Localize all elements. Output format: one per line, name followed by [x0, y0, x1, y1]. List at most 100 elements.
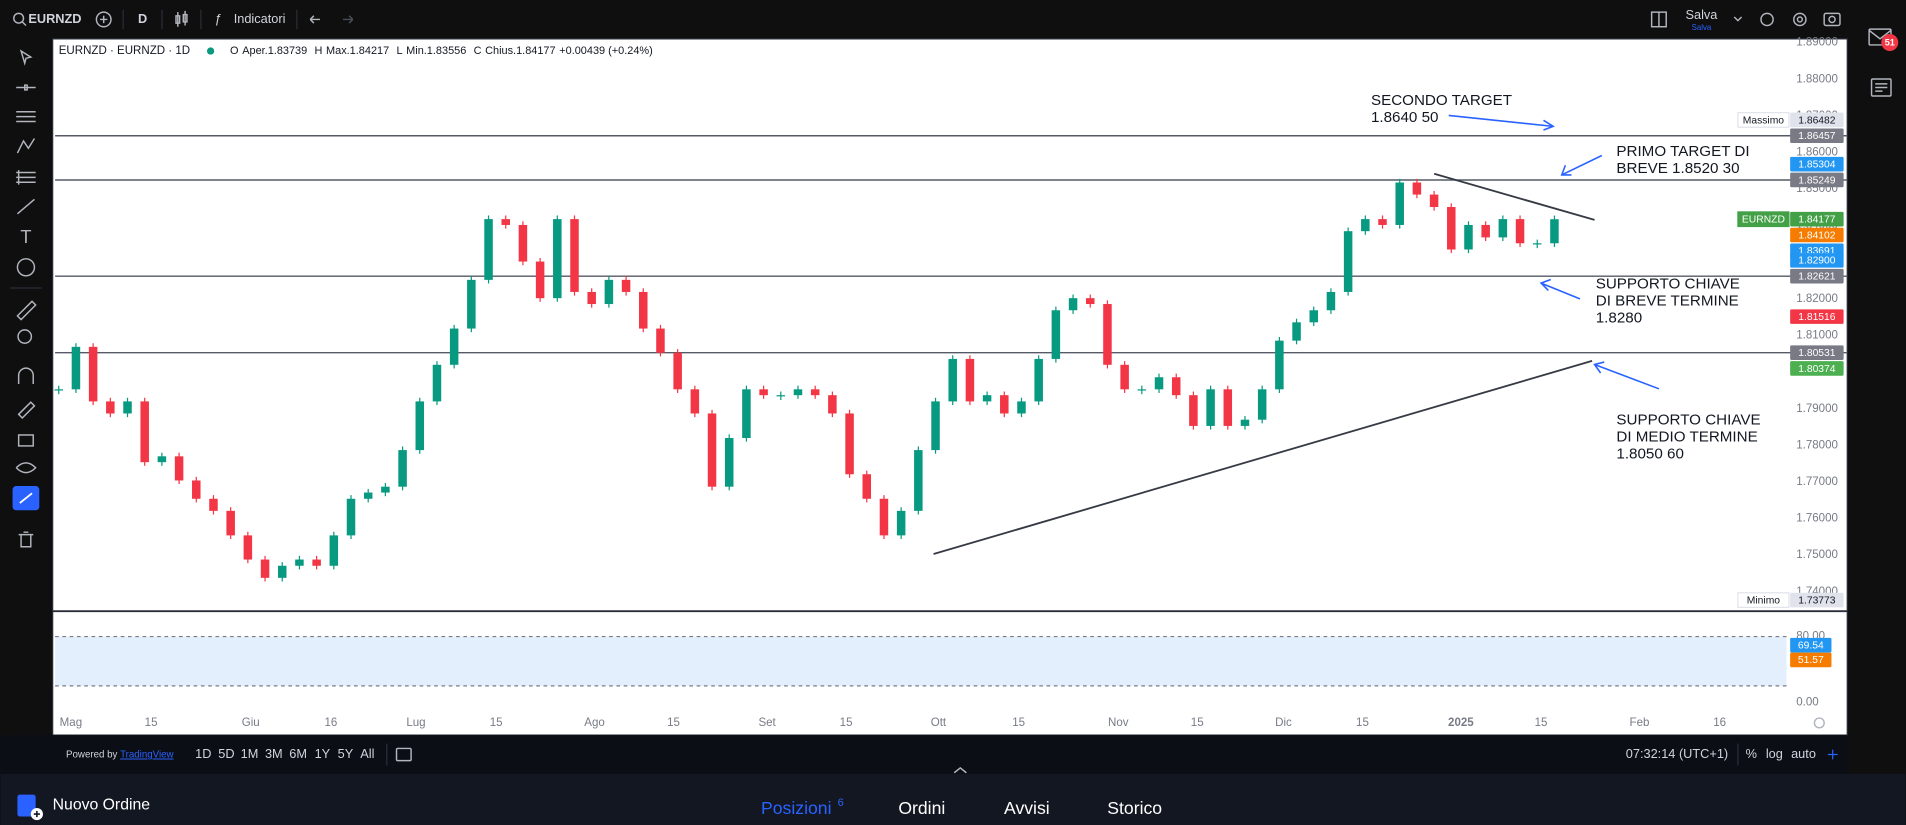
range-button[interactable]: 1D — [195, 746, 211, 761]
price-tag — [1790, 345, 1844, 360]
symbol[interactable]: EURNZD — [28, 11, 81, 26]
x-tick-label: 15 — [667, 717, 680, 729]
range-button[interactable]: 5Y — [338, 746, 354, 761]
chart-type-button[interactable] — [175, 10, 188, 27]
collapse-button[interactable] — [953, 766, 967, 774]
price-tag — [1790, 268, 1844, 284]
price-tag-label: 1.86482 — [1798, 115, 1836, 126]
tab-alerts[interactable]: Avvisi — [1004, 798, 1050, 818]
fib-tool[interactable] — [16, 170, 36, 185]
tab-positions-label[interactable]: Posizioni — [761, 798, 831, 818]
candle — [1000, 395, 1009, 414]
candle — [931, 401, 940, 451]
icon-tool[interactable] — [16, 258, 36, 277]
price-tag — [1790, 172, 1844, 188]
indicators-button[interactable]: Indicatori — [234, 11, 286, 26]
range-button[interactable]: 1Y — [315, 746, 331, 761]
range-button[interactable]: 1M — [241, 746, 259, 761]
annotation-text: DI BREVE TERMINE — [1596, 292, 1739, 309]
percent-scale[interactable]: % — [1746, 746, 1757, 761]
candle — [1068, 298, 1078, 311]
snapshot-button[interactable] — [1823, 12, 1841, 27]
price-tag-label: 1.73773 — [1798, 595, 1836, 606]
x-tick-label: 15 — [490, 717, 503, 729]
measure-tool[interactable] — [16, 300, 37, 321]
tab-history[interactable]: Storico — [1107, 798, 1162, 818]
chart-legend-ohlc: O Aper.1.83739 H Max.1.84217 L Min.1.83556 C Ch… — [230, 45, 653, 57]
search-icon[interactable] — [13, 12, 25, 24]
tradingview-link[interactable]: TradingView — [120, 749, 174, 760]
crosshair-tool[interactable] — [16, 84, 36, 91]
candle — [1361, 219, 1370, 232]
arrow — [1593, 361, 1660, 390]
axis-settings[interactable] — [1813, 717, 1825, 729]
interval[interactable]: D — [138, 11, 147, 26]
oscillator-tick-label: 0.00 — [1796, 696, 1818, 708]
pattern-tool[interactable] — [16, 138, 36, 154]
candle — [673, 352, 682, 390]
candle — [1223, 389, 1233, 426]
link-icon — [19, 492, 33, 504]
new-order-button[interactable]: Nuovo Ordine — [53, 797, 151, 814]
rsi-pane — [55, 635, 1787, 687]
undo-button[interactable] — [309, 15, 320, 24]
delete-tool[interactable] — [18, 531, 34, 548]
range-button[interactable]: 6M — [289, 746, 307, 761]
range-button[interactable]: 5D — [218, 746, 234, 761]
candle — [965, 358, 975, 402]
goto-date-button[interactable] — [395, 747, 412, 762]
candle — [845, 413, 854, 475]
brush-tool[interactable] — [16, 198, 35, 215]
range-button[interactable]: 3M — [265, 746, 283, 761]
x-tick-label: Ott — [931, 717, 947, 729]
candle — [587, 291, 596, 305]
drawing-toolbar: T — [10, 49, 42, 548]
x-tick-label: Dic — [1275, 717, 1292, 729]
price-tag — [1790, 128, 1844, 144]
auto-scale[interactable]: auto — [1791, 746, 1816, 761]
price-tag — [1790, 253, 1844, 268]
log-scale[interactable]: log — [1766, 746, 1783, 761]
x-tick-label: Ago — [584, 717, 605, 729]
save-button[interactable]: Salva — [1686, 7, 1719, 22]
crosshair-toggle[interactable] — [1827, 749, 1838, 760]
candle — [570, 219, 579, 292]
x-tick-label: Feb — [1630, 717, 1650, 729]
news-button[interactable] — [1870, 78, 1892, 97]
tab-orders[interactable]: Ordini — [898, 798, 945, 818]
y-tick-label: 1.82000 — [1796, 293, 1838, 305]
market-status — [206, 47, 215, 55]
oscillator-tag — [1790, 637, 1832, 653]
zoom-button[interactable] — [1760, 12, 1774, 27]
cursor-tool[interactable] — [19, 49, 33, 66]
redo-button[interactable] — [343, 15, 354, 24]
x-tick-label: 15 — [840, 717, 853, 729]
lock-tool[interactable] — [17, 434, 34, 447]
legend-key: C — [474, 45, 482, 57]
hide-tool[interactable] — [15, 462, 37, 474]
notification-count: 51 — [1885, 38, 1895, 48]
compare-plus — [100, 15, 108, 24]
y-tick-label: 1.88000 — [1796, 73, 1838, 85]
candle — [1292, 322, 1301, 341]
range-button[interactable]: All — [360, 746, 374, 761]
price-tag-label: 1.86457 — [1798, 131, 1836, 142]
candle — [1206, 389, 1215, 426]
zoom-tool[interactable] — [17, 329, 33, 344]
oscillator-tick-label: 80.00 — [1796, 631, 1825, 643]
compare-button[interactable] — [95, 11, 112, 28]
candle — [1343, 231, 1353, 292]
x-tick-label: 16 — [324, 717, 337, 729]
x-tick-label: 15 — [1191, 717, 1204, 729]
tab-positions[interactable]: Posizioni 6 — [761, 797, 844, 818]
x-tick-label: Mag — [60, 717, 82, 729]
settings-button[interactable] — [1793, 12, 1807, 27]
text-tool[interactable]: T — [20, 227, 31, 247]
candle — [71, 346, 81, 390]
save-menu[interactable] — [1733, 16, 1743, 22]
magnet-tool[interactable] — [17, 367, 34, 384]
positions-count: 6 — [838, 797, 844, 809]
stay-drawing-tool[interactable] — [17, 401, 36, 419]
lines-tool[interactable] — [16, 111, 36, 123]
